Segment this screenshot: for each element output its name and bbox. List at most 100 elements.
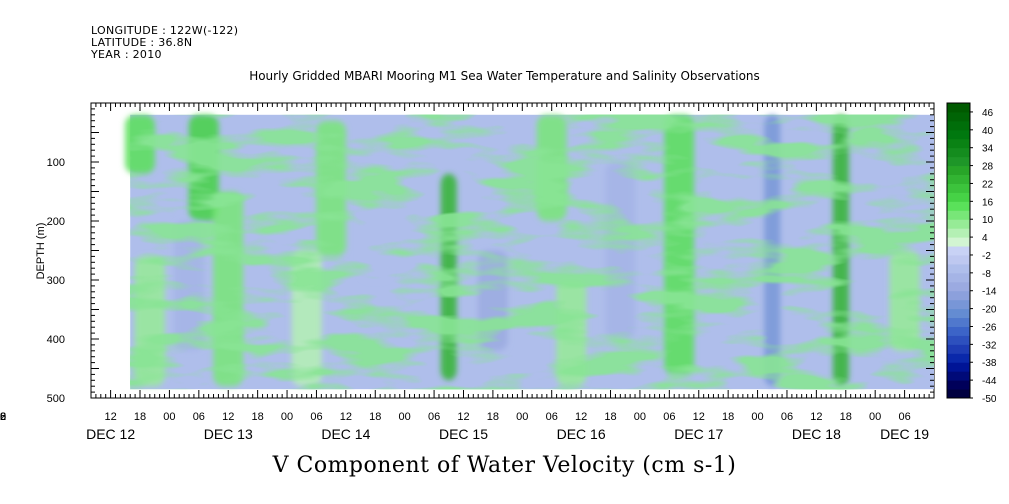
x-tick-label: 18 [604, 411, 616, 423]
colorbar-swatch [947, 156, 970, 167]
y-axis-label: DEPTH (m) [35, 223, 47, 280]
x-tick-label: 12 [810, 411, 822, 423]
colorbar-swatch [947, 103, 970, 113]
colorbar-label: 40 [982, 126, 994, 137]
x-tick-label: 18 [134, 411, 146, 423]
chart-title: Hourly Gridded MBARI Mooring M1 Sea Wate… [249, 69, 760, 83]
colorbar-swatch [947, 353, 970, 363]
x-tick-label: 18 [0, 411, 6, 423]
x-tick-label: 00 [634, 411, 646, 423]
colorbar-swatch [947, 317, 970, 327]
colorbar-swatch [947, 371, 970, 381]
year-label: YEAR : 2010 [91, 48, 162, 61]
colorbar-swatch [947, 147, 970, 158]
colorbar-swatch [947, 174, 970, 184]
colorbar-swatch [947, 246, 970, 256]
colorbar-label: -44 [982, 376, 997, 387]
colorbar-label: -2 [982, 251, 991, 262]
colorbar-label: -50 [982, 394, 997, 405]
colorbar-swatch [947, 237, 970, 247]
colorbar: -50 -44 -38 -32 -26 -20 -14 -8 -2 4 10 16 22 28 34 40 46 [946, 102, 997, 405]
x-tick-label: 00 [281, 411, 293, 423]
x-tick-label: 06 [546, 411, 558, 423]
x-tick-label: 06 [428, 411, 440, 423]
x-tick-label: 18 [840, 411, 852, 423]
x-tick-label: 06 [781, 411, 793, 423]
colorbar-label: 34 [982, 144, 994, 155]
y-tick-label: 200 [47, 216, 65, 228]
colorbar-swatch [947, 281, 970, 292]
x-tick-label: 00 [751, 411, 763, 423]
y-tick-label: 400 [47, 334, 65, 346]
longitude-label: LONGITUDE : 122W(-122) [91, 24, 239, 37]
x-date-label: DEC 17 [674, 426, 723, 442]
x-date-label: DEC 19 [880, 426, 929, 442]
colorbar-swatch [947, 299, 970, 310]
colorbar-swatch [947, 183, 970, 193]
colorbar-swatch [947, 389, 970, 399]
colorbar-swatch [947, 380, 970, 390]
y-tick-label: 300 [47, 275, 65, 287]
colorbar-label: 46 [982, 108, 994, 119]
colorbar-label: -20 [982, 305, 997, 316]
colorbar-label: 10 [982, 215, 994, 226]
latitude-label: LATITUDE : 36.8N [91, 36, 193, 49]
y-tick-label: 100 [47, 157, 65, 169]
x-tick-label: 00 [869, 411, 881, 423]
x-date-label: DEC 18 [792, 426, 841, 442]
x-axis-title: V Component of Water Velocity (cm s-1) [272, 453, 737, 478]
colorbar-label: -32 [982, 340, 997, 351]
colorbar-swatch [947, 335, 970, 345]
y-axis: 100 200 300 400 500 [47, 102, 934, 405]
colorbar-swatch [947, 228, 970, 238]
colorbar-label: -38 [982, 358, 997, 369]
x-tick-label: 18 [722, 411, 734, 423]
colorbar-label: -8 [982, 269, 991, 280]
x-tick-label: 18 [252, 411, 264, 423]
colorbar-swatch [947, 111, 970, 122]
x-tick-label: 18 [369, 411, 381, 423]
colorbar-swatch [947, 362, 970, 372]
colorbar-label: -26 [982, 322, 997, 333]
colorbar-swatch [947, 344, 970, 354]
x-tick-label: 00 [516, 411, 528, 423]
colorbar-swatch [947, 254, 970, 265]
colorbar-label: 16 [982, 197, 994, 208]
colorbar-frame [946, 102, 971, 399]
x-tick-label: 06 [0, 411, 6, 423]
colorbar-swatch [947, 120, 970, 131]
x-date-label: DEC 14 [321, 426, 370, 442]
x-tick-label: 00 [0, 411, 6, 423]
colorbar-swatch [947, 210, 970, 220]
x-tick-label: 00 [399, 411, 411, 423]
x-date-label: DEC 15 [439, 426, 488, 442]
colorbar-swatch [947, 138, 970, 149]
field-texture [130, 114, 934, 390]
colorbar-label: 22 [982, 179, 994, 190]
colorbar-swatch [947, 326, 970, 336]
colorbar-swatch [947, 129, 970, 140]
x-tick-label: 00 [163, 411, 175, 423]
colorbar-label: 28 [982, 162, 994, 173]
colorbar-swatch [947, 165, 970, 176]
x-tick-label: 18 [487, 411, 499, 423]
x-axis: 12 18 00 06 12 18 00 06 12 18 00 06 12 18 00 06 12 18 00 06… [0, 103, 935, 442]
colorbar-swatch [947, 290, 970, 301]
colorbar-swatch [947, 201, 970, 211]
colorbar-label: -14 [982, 287, 997, 298]
x-tick-label: 06 [193, 411, 205, 423]
x-tick-label: 06 [898, 411, 910, 423]
x-tick-label: 12 [222, 411, 234, 423]
colorbar-swatch [947, 308, 970, 319]
x-tick-label: 12 [104, 411, 116, 423]
x-tick-label: 12 [457, 411, 469, 423]
colorbar-swatch [947, 219, 970, 229]
colorbar-swatch [947, 272, 970, 283]
colorbar-label: 4 [982, 233, 988, 244]
x-tick-label: 06 [663, 411, 675, 423]
x-tick-label: 12 [340, 411, 352, 423]
colorbar-swatch [947, 263, 970, 274]
x-tick-label: 12 [0, 411, 6, 423]
y-tick-label: 500 [47, 393, 65, 405]
